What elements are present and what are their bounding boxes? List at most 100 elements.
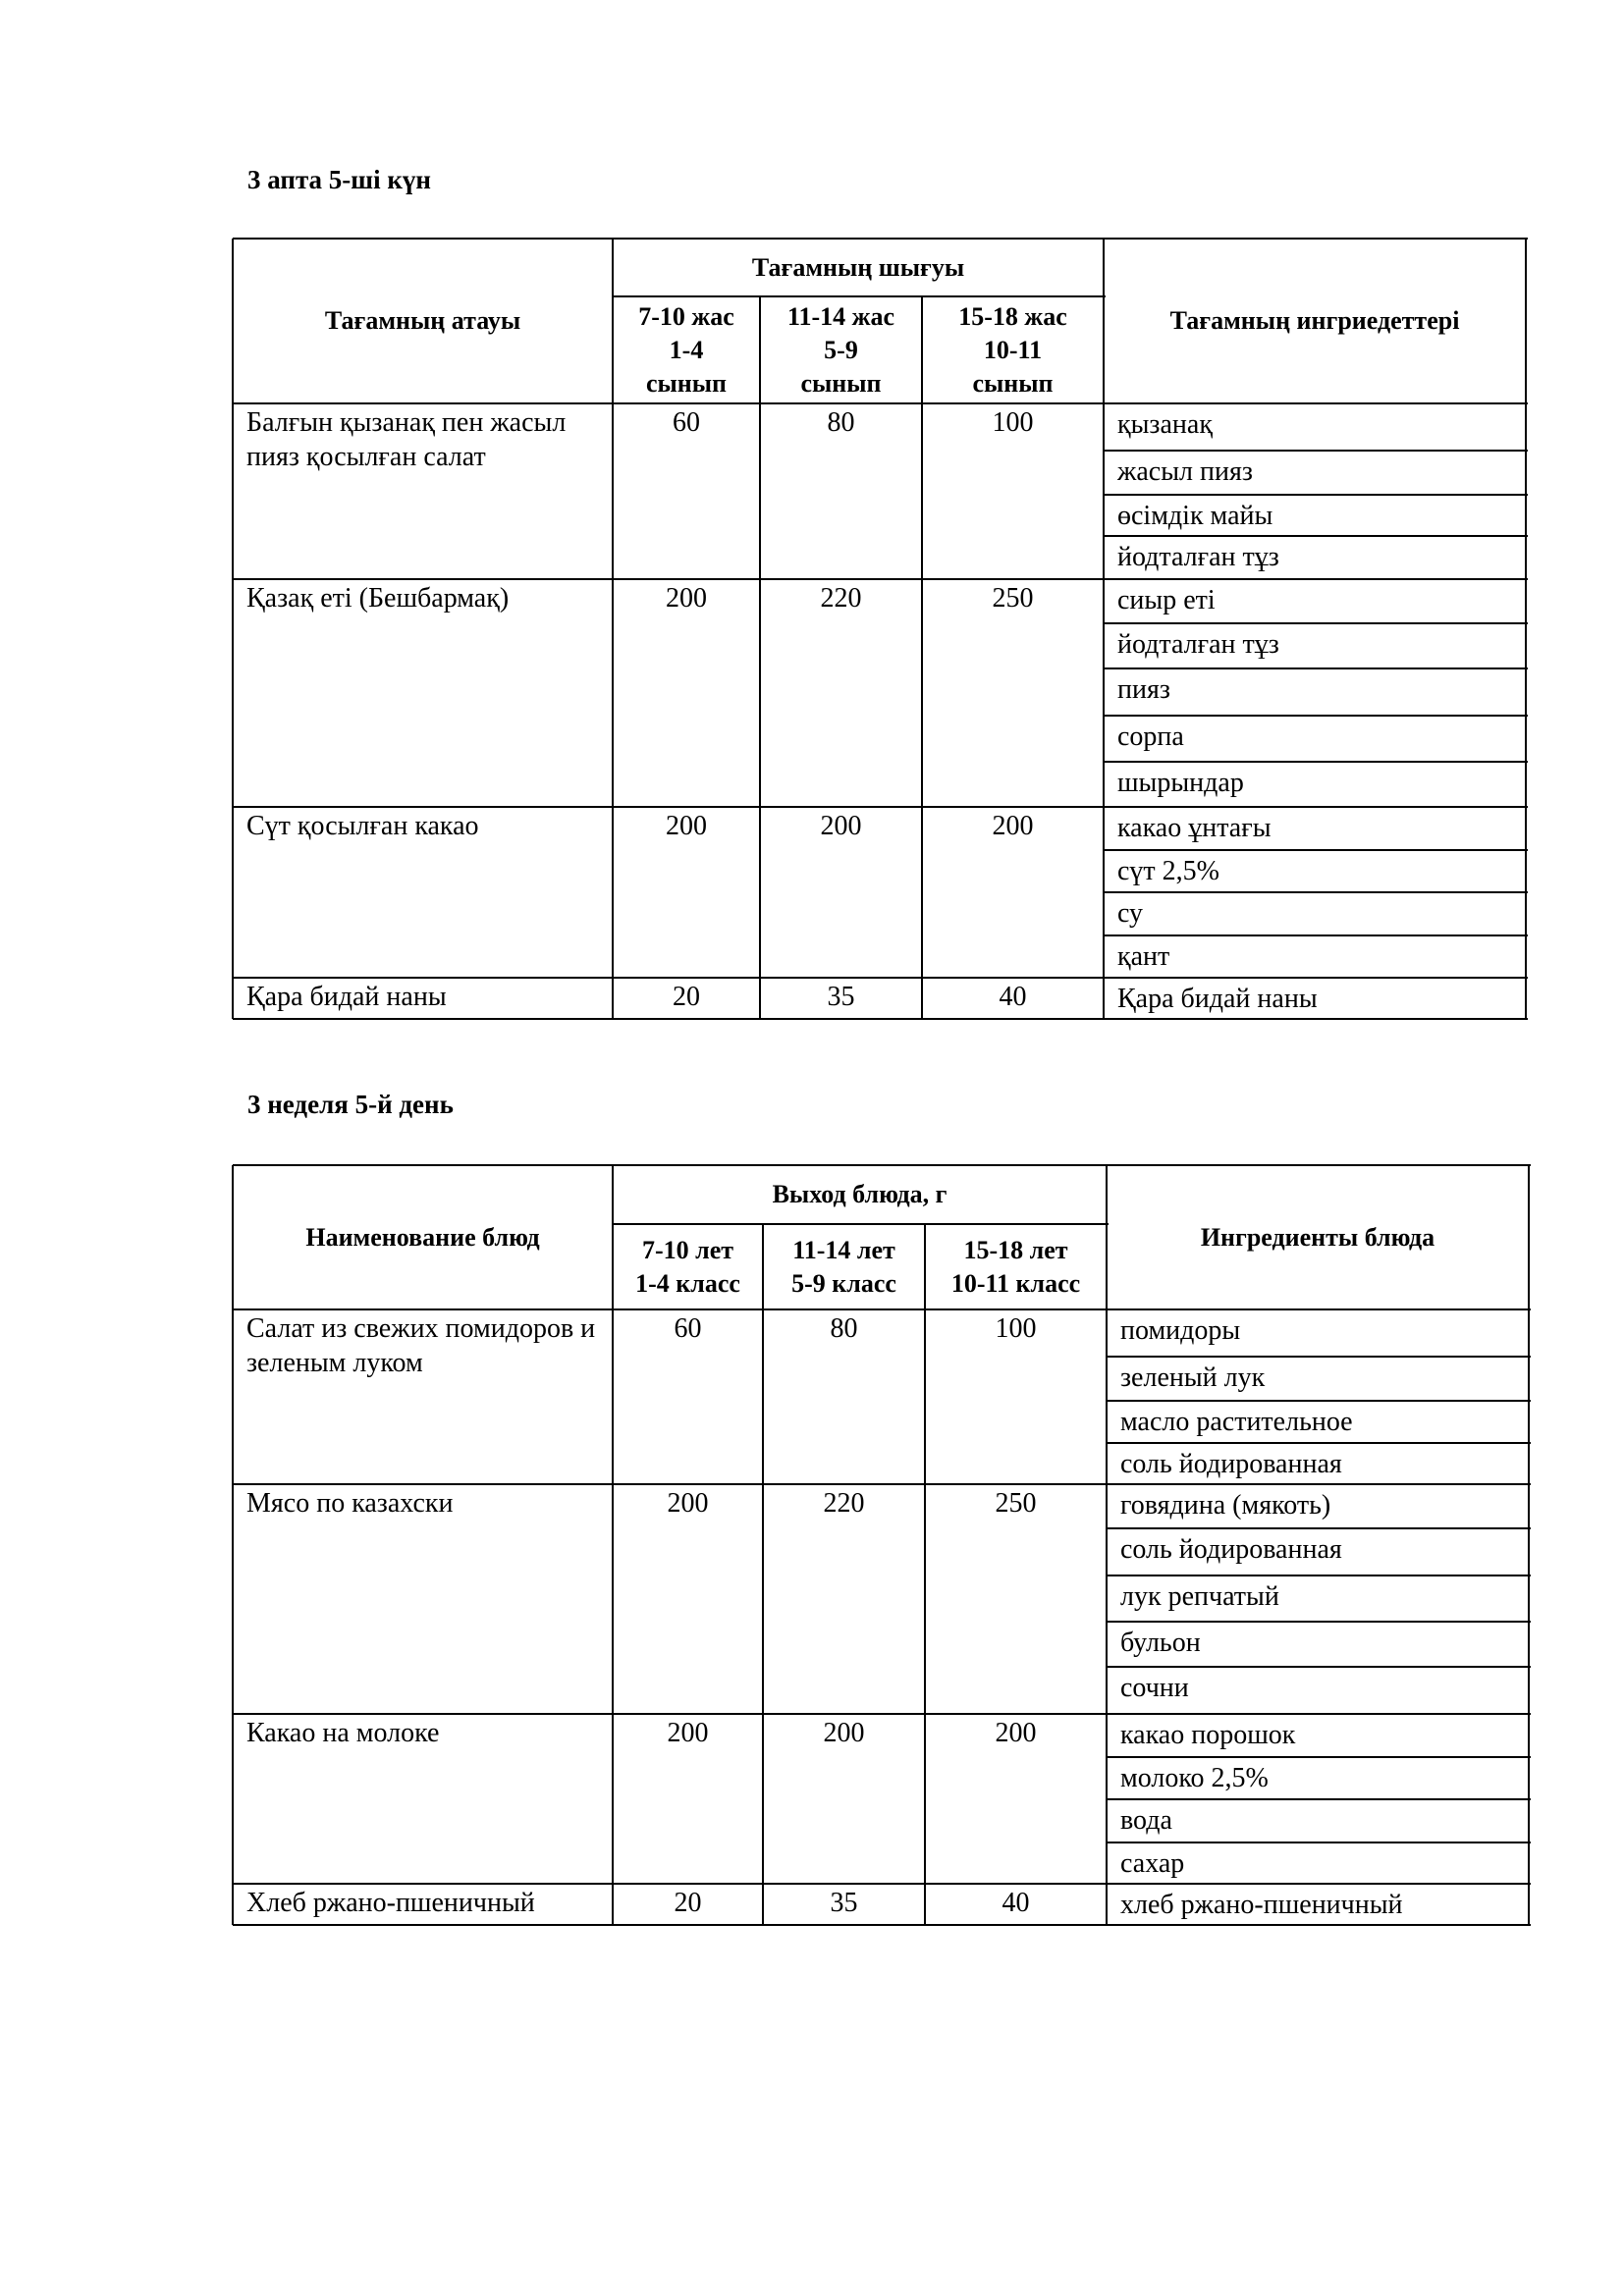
- ingredient: су: [1117, 898, 1144, 929]
- table-border: [1103, 239, 1105, 1019]
- ingredient: сорпа: [1117, 721, 1184, 752]
- ingredient: зеленый лук: [1120, 1362, 1266, 1393]
- table-border: [233, 977, 1528, 979]
- ingredient: жасыл пияз: [1117, 456, 1253, 487]
- header-dish-name: Наименование блюд: [305, 1222, 540, 1252]
- table-border: [233, 1483, 1531, 1485]
- header-dish-name: Тағамның атауы: [324, 306, 521, 335]
- table-border: [233, 1883, 1531, 1885]
- table-border: [759, 296, 761, 1019]
- ingredient: помидоры: [1120, 1315, 1241, 1346]
- table-border: [762, 1224, 764, 1925]
- ingredient: қант: [1117, 941, 1170, 972]
- dish-output-value: 80: [830, 1313, 858, 1344]
- ingredient: какао порошок: [1120, 1720, 1296, 1750]
- ingredient: сүт 2,5%: [1117, 856, 1219, 886]
- dish-output-value: 220: [820, 583, 862, 614]
- table-border: [1107, 1400, 1531, 1402]
- ingredient: йодталған тұз: [1117, 629, 1279, 660]
- dish-name: Мясо по казахски: [246, 1488, 454, 1519]
- dish-output-value: 200: [667, 1718, 709, 1748]
- dish-output-value: 220: [823, 1488, 865, 1519]
- table-border: [233, 238, 1528, 240]
- dish-output-value: 60: [674, 1313, 702, 1344]
- ingredient: соль йодированная: [1120, 1534, 1342, 1565]
- header-age-group: 7-10 жас 1-4 сынып: [638, 301, 734, 398]
- table-border: [233, 1308, 1531, 1310]
- table-border: [1107, 1666, 1531, 1668]
- dish-output-value: 200: [667, 1488, 709, 1519]
- ingredient: молоко 2,5%: [1120, 1763, 1269, 1793]
- dish-name: Какао на молоке: [246, 1718, 440, 1748]
- table-border: [233, 1164, 1531, 1166]
- ingredient: Қара бидай наны: [1117, 984, 1318, 1014]
- table-border: [1107, 1575, 1531, 1576]
- table-border: [1104, 891, 1528, 893]
- dish-output-value: 200: [823, 1718, 865, 1748]
- header-age-group: 11-14 жас 5-9 сынып: [786, 301, 895, 398]
- ingredient: говядина (мякоть): [1120, 1490, 1331, 1521]
- table-border: [1104, 535, 1528, 537]
- table-border: [1104, 667, 1528, 669]
- table-border: [1104, 715, 1528, 717]
- table-border: [1104, 622, 1528, 624]
- section-title: 3 апта 5-ші күн: [247, 165, 431, 194]
- header-ingredients: Тағамның ингриедеттері: [1169, 306, 1460, 335]
- dish-output-value: 200: [820, 811, 862, 841]
- dish-name: Салат из свежих помидоров и зеленым луко…: [246, 1313, 596, 1378]
- table-border: [1525, 239, 1527, 1019]
- table-border: [924, 1224, 926, 1925]
- dish-name: Қара бидай наны: [246, 982, 447, 1012]
- table-border: [1107, 1356, 1531, 1358]
- table-border: [1104, 849, 1528, 851]
- ingredient: хлеб ржано-пшеничный: [1120, 1890, 1403, 1920]
- dish-name: Балғын қызанақ пен жасыл пияз қосылған с…: [246, 407, 567, 472]
- table-border: [1106, 1165, 1108, 1925]
- dish-output-value: 35: [827, 982, 855, 1012]
- dish-output-value: 40: [1001, 1888, 1030, 1918]
- dish-output-value: 80: [827, 407, 855, 438]
- ingredient: сочни: [1120, 1673, 1189, 1703]
- table-border: [921, 296, 923, 1019]
- header-age-group: 7-10 лет 1-4 класс: [635, 1235, 740, 1298]
- table-border: [232, 239, 234, 1019]
- dish-name: Хлеб ржано-пшеничный: [246, 1888, 535, 1918]
- table-border: [612, 239, 614, 1019]
- header-ingredients: Ингредиенты блюда: [1200, 1222, 1435, 1252]
- table-border: [233, 1924, 1531, 1926]
- ingredient: сахар: [1120, 1848, 1185, 1879]
- table-border: [233, 1713, 1531, 1715]
- ingredient: сиыр еті: [1117, 585, 1216, 615]
- table-border: [233, 1018, 1528, 1020]
- table-border: [1107, 1842, 1531, 1843]
- dish-output-value: 20: [673, 982, 700, 1012]
- table-border: [1104, 934, 1528, 936]
- section-title: 3 неделя 5-й день: [247, 1090, 454, 1119]
- table-border: [1104, 450, 1528, 452]
- table-border: [1107, 1621, 1531, 1623]
- dish-output-value: 35: [830, 1888, 858, 1918]
- dish-output-value: 100: [992, 407, 1034, 438]
- dish-output-value: 20: [674, 1888, 702, 1918]
- dish-name: Қазақ еті (Бешбармақ): [246, 583, 510, 614]
- table-border: [1107, 1798, 1531, 1800]
- table-border: [233, 806, 1528, 808]
- header-age-group: 15-18 лет 10-11 класс: [950, 1235, 1081, 1298]
- ingredient: өсімдік майы: [1117, 501, 1273, 531]
- table-border: [1528, 1165, 1530, 1925]
- header-output: Выход блюда, г: [772, 1180, 947, 1208]
- dish-output-value: 200: [995, 1718, 1037, 1748]
- table-border: [1107, 1756, 1531, 1758]
- dish-output-value: 250: [995, 1488, 1037, 1519]
- ingredient: какао ұнтағы: [1117, 813, 1272, 843]
- header-age-group: 15-18 жас 10-11 сынып: [958, 301, 1067, 398]
- table-border: [233, 578, 1528, 580]
- table-border: [1107, 1527, 1531, 1529]
- ingredient: йодталған тұз: [1117, 542, 1279, 572]
- dish-output-value: 200: [666, 583, 707, 614]
- header-age-group: 11-14 лет 5-9 класс: [791, 1235, 896, 1298]
- table-border: [1104, 494, 1528, 496]
- ingredient: шырындар: [1117, 768, 1244, 798]
- ingredient: қызанақ: [1117, 409, 1213, 440]
- ingredient: вода: [1120, 1805, 1172, 1836]
